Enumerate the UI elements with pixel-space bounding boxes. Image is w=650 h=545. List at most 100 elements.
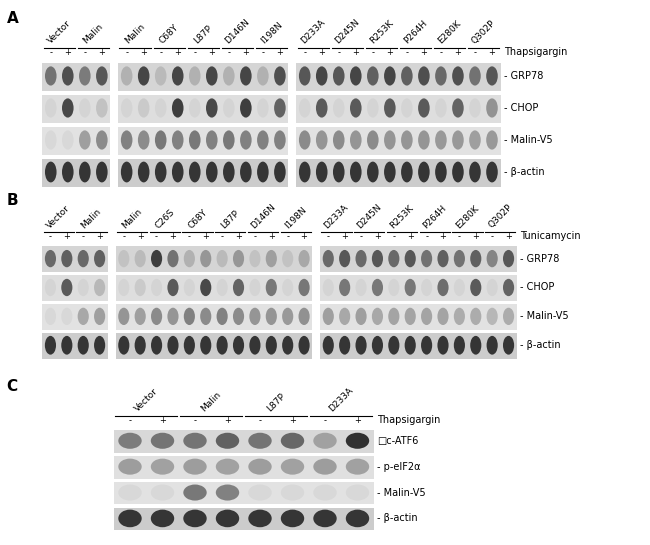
- Ellipse shape: [281, 459, 304, 475]
- Ellipse shape: [79, 66, 90, 86]
- Ellipse shape: [435, 66, 447, 86]
- Ellipse shape: [94, 250, 105, 267]
- Ellipse shape: [96, 162, 108, 183]
- Ellipse shape: [118, 336, 129, 355]
- Bar: [42, 246, 108, 272]
- Ellipse shape: [77, 279, 89, 296]
- Ellipse shape: [257, 130, 268, 149]
- Text: Q302P: Q302P: [470, 19, 497, 46]
- Text: +: +: [136, 232, 144, 241]
- Ellipse shape: [367, 66, 378, 86]
- Bar: [118, 94, 289, 123]
- Ellipse shape: [45, 336, 56, 355]
- Ellipse shape: [94, 308, 105, 325]
- Text: +: +: [341, 232, 348, 241]
- Text: E280K: E280K: [454, 203, 481, 230]
- Ellipse shape: [183, 510, 207, 527]
- Text: Malin: Malin: [81, 22, 105, 46]
- Ellipse shape: [333, 66, 344, 86]
- Ellipse shape: [418, 99, 430, 118]
- Ellipse shape: [346, 433, 369, 449]
- Ellipse shape: [367, 162, 378, 183]
- Ellipse shape: [61, 250, 72, 267]
- Ellipse shape: [155, 130, 166, 149]
- Text: -: -: [303, 48, 306, 57]
- Ellipse shape: [274, 162, 286, 183]
- Text: +: +: [235, 232, 242, 241]
- Ellipse shape: [79, 99, 90, 118]
- Ellipse shape: [470, 308, 482, 325]
- Text: -: -: [227, 48, 230, 57]
- Ellipse shape: [452, 66, 463, 86]
- Text: +: +: [374, 232, 381, 241]
- Text: -: -: [286, 232, 289, 241]
- Ellipse shape: [118, 510, 142, 527]
- Ellipse shape: [189, 162, 201, 183]
- Ellipse shape: [200, 279, 211, 296]
- Ellipse shape: [266, 279, 277, 296]
- Ellipse shape: [372, 336, 383, 355]
- Bar: [118, 126, 289, 155]
- Ellipse shape: [172, 66, 183, 86]
- Ellipse shape: [151, 433, 174, 449]
- Bar: [118, 159, 289, 187]
- Ellipse shape: [223, 130, 235, 149]
- Ellipse shape: [216, 336, 228, 355]
- Bar: [320, 246, 517, 272]
- Ellipse shape: [240, 130, 252, 149]
- Ellipse shape: [405, 336, 416, 355]
- Text: +: +: [140, 48, 147, 57]
- Ellipse shape: [135, 308, 146, 325]
- Ellipse shape: [437, 250, 448, 267]
- Ellipse shape: [322, 336, 334, 355]
- Text: C68Y: C68Y: [186, 207, 209, 230]
- Text: -: -: [337, 48, 340, 57]
- Ellipse shape: [206, 99, 218, 118]
- Text: -: -: [439, 48, 443, 57]
- Text: -: -: [122, 232, 125, 241]
- Ellipse shape: [487, 250, 498, 267]
- Ellipse shape: [121, 66, 133, 86]
- Text: Vector: Vector: [133, 387, 160, 414]
- Text: -: -: [129, 416, 131, 425]
- Ellipse shape: [384, 162, 396, 183]
- Ellipse shape: [151, 279, 162, 296]
- Ellipse shape: [469, 99, 481, 118]
- Ellipse shape: [155, 66, 166, 86]
- Ellipse shape: [405, 250, 416, 267]
- Text: - Malin-V5: - Malin-V5: [377, 488, 426, 498]
- Text: Vector: Vector: [46, 19, 73, 46]
- Bar: [116, 333, 312, 359]
- Ellipse shape: [94, 336, 105, 355]
- Text: C68Y: C68Y: [158, 23, 181, 46]
- Ellipse shape: [418, 162, 430, 183]
- Ellipse shape: [248, 510, 272, 527]
- Text: P264H: P264H: [421, 203, 448, 230]
- Text: -: -: [194, 416, 196, 425]
- Ellipse shape: [155, 162, 166, 183]
- Ellipse shape: [183, 459, 207, 475]
- Text: +: +: [505, 232, 512, 241]
- Ellipse shape: [138, 66, 150, 86]
- Bar: [296, 126, 500, 155]
- Ellipse shape: [250, 308, 261, 325]
- Bar: [320, 304, 517, 330]
- Text: -: -: [254, 232, 256, 241]
- Ellipse shape: [266, 336, 277, 355]
- Text: +: +: [98, 48, 105, 57]
- Bar: [320, 275, 517, 301]
- Text: -: -: [324, 416, 326, 425]
- Ellipse shape: [503, 336, 514, 355]
- Ellipse shape: [322, 279, 334, 296]
- Text: +: +: [407, 232, 413, 241]
- Ellipse shape: [168, 308, 179, 325]
- Ellipse shape: [299, 162, 311, 183]
- Ellipse shape: [350, 99, 361, 118]
- Ellipse shape: [138, 130, 150, 149]
- Text: +: +: [354, 416, 361, 425]
- Ellipse shape: [401, 66, 413, 86]
- Bar: [114, 456, 374, 479]
- Ellipse shape: [470, 336, 482, 355]
- Text: -: -: [83, 48, 86, 57]
- Text: +: +: [64, 232, 70, 241]
